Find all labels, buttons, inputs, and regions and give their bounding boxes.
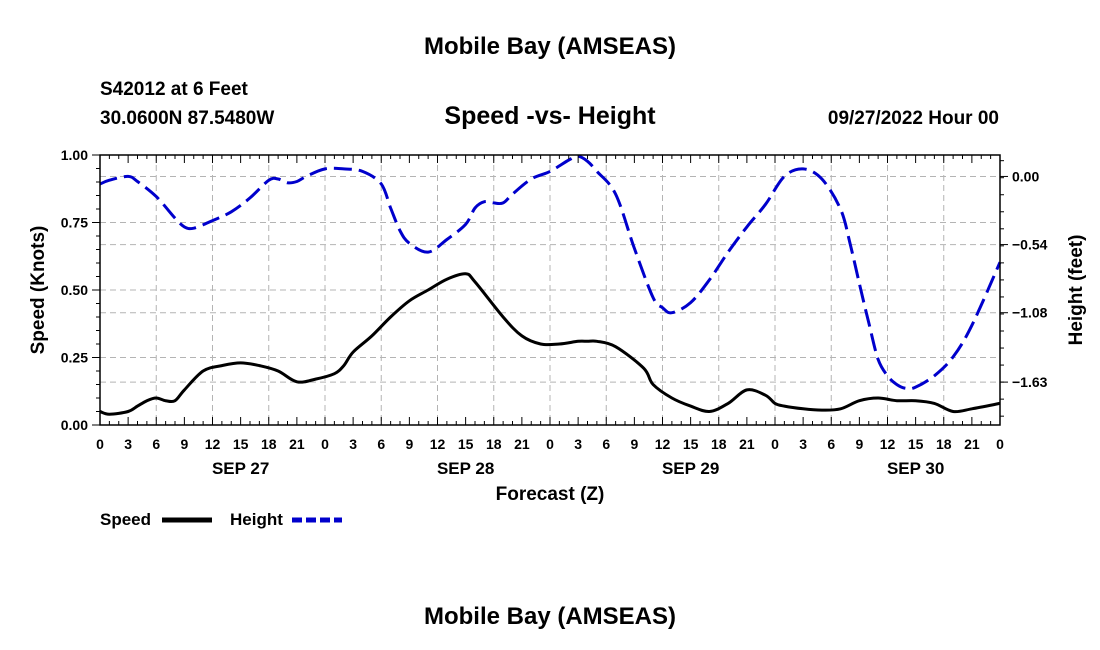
x-tick-label: 15 <box>908 436 924 452</box>
x-day-label: SEP 27 <box>212 459 269 478</box>
x-tick-label: 18 <box>261 436 277 452</box>
x-day-label: SEP 28 <box>437 459 494 478</box>
x-tick-label: 9 <box>405 436 413 452</box>
y-left-tick-label: 0.00 <box>61 417 88 433</box>
y-axis-label-right: Height (feet) <box>1066 235 1087 346</box>
x-tick-label: 0 <box>546 436 554 452</box>
x-tick-label: 6 <box>602 436 610 452</box>
x-tick-label: 3 <box>124 436 132 452</box>
x-tick-label: 0 <box>771 436 779 452</box>
x-tick-label: 3 <box>799 436 807 452</box>
legend-label-speed: Speed <box>100 510 151 529</box>
x-tick-label: 15 <box>233 436 249 452</box>
x-tick-label: 12 <box>655 436 671 452</box>
x-tick-label: 9 <box>630 436 638 452</box>
y-axis-label-left: Speed (Knots) <box>28 226 49 355</box>
x-tick-label: 9 <box>180 436 188 452</box>
x-tick-label: 12 <box>880 436 896 452</box>
y-right-tick-label: 0.00 <box>1012 168 1039 184</box>
x-tick-label: 6 <box>827 436 835 452</box>
y-right-tick-label: −0.54 <box>1012 237 1048 253</box>
x-tick-label: 3 <box>574 436 582 452</box>
chart-title: Speed -vs- Height <box>444 102 656 130</box>
x-tick-label: 12 <box>205 436 221 452</box>
legend-label-height: Height <box>230 510 283 529</box>
x-tick-label: 6 <box>152 436 160 452</box>
x-tick-label: 15 <box>683 436 699 452</box>
x-tick-label: 21 <box>739 436 755 452</box>
x-tick-label: 0 <box>321 436 329 452</box>
x-tick-label: 21 <box>964 436 980 452</box>
x-tick-label: 18 <box>936 436 952 452</box>
axis-tick-labels: 0 3 6 9 12 15 18 21 0 3 6 9 12 15 18 21 0 3 6 9 12 15 18 21 0 3 6 9… <box>61 147 1048 478</box>
series-line-height <box>99 154 1002 391</box>
y-left-tick-label: 0.75 <box>61 215 88 231</box>
y-right-tick-label: −1.63 <box>1012 374 1048 390</box>
x-tick-label: 3 <box>349 436 357 452</box>
x-tick-label: 21 <box>289 436 305 452</box>
x-tick-label: 21 <box>514 436 530 452</box>
x-day-label: SEP 29 <box>662 459 719 478</box>
x-tick-label: 18 <box>711 436 727 452</box>
x-tick-label: 0 <box>996 436 1004 452</box>
axis-ticks <box>92 154 1008 426</box>
grid-lines <box>100 155 1000 425</box>
x-tick-label: 0 <box>96 436 104 452</box>
forecast-timestamp: 09/27/2022 Hour 00 <box>828 108 999 129</box>
x-tick-label: 12 <box>430 436 446 452</box>
x-day-label: SEP 30 <box>887 459 944 478</box>
page-title: Mobile Bay (AMSEAS) <box>424 33 676 60</box>
x-tick-label: 6 <box>377 436 385 452</box>
x-tick-label: 18 <box>486 436 502 452</box>
series-line-speed <box>99 272 1001 416</box>
station-coordinates: 30.0600N 87.5480W <box>100 108 274 129</box>
legend: Speed Height <box>100 510 342 529</box>
x-axis-label: Forecast (Z) <box>496 484 605 505</box>
station-id: S42012 at 6 Feet <box>100 79 249 100</box>
y-left-tick-label: 0.25 <box>61 350 88 366</box>
y-right-tick-label: −1.08 <box>1012 305 1048 321</box>
footer-title: Mobile Bay (AMSEAS) <box>424 603 676 630</box>
x-tick-label: 15 <box>458 436 474 452</box>
series-lines <box>99 154 1002 416</box>
x-tick-label: 9 <box>855 436 863 452</box>
y-left-tick-label: 0.50 <box>61 282 88 298</box>
y-left-tick-label: 1.00 <box>61 147 88 163</box>
